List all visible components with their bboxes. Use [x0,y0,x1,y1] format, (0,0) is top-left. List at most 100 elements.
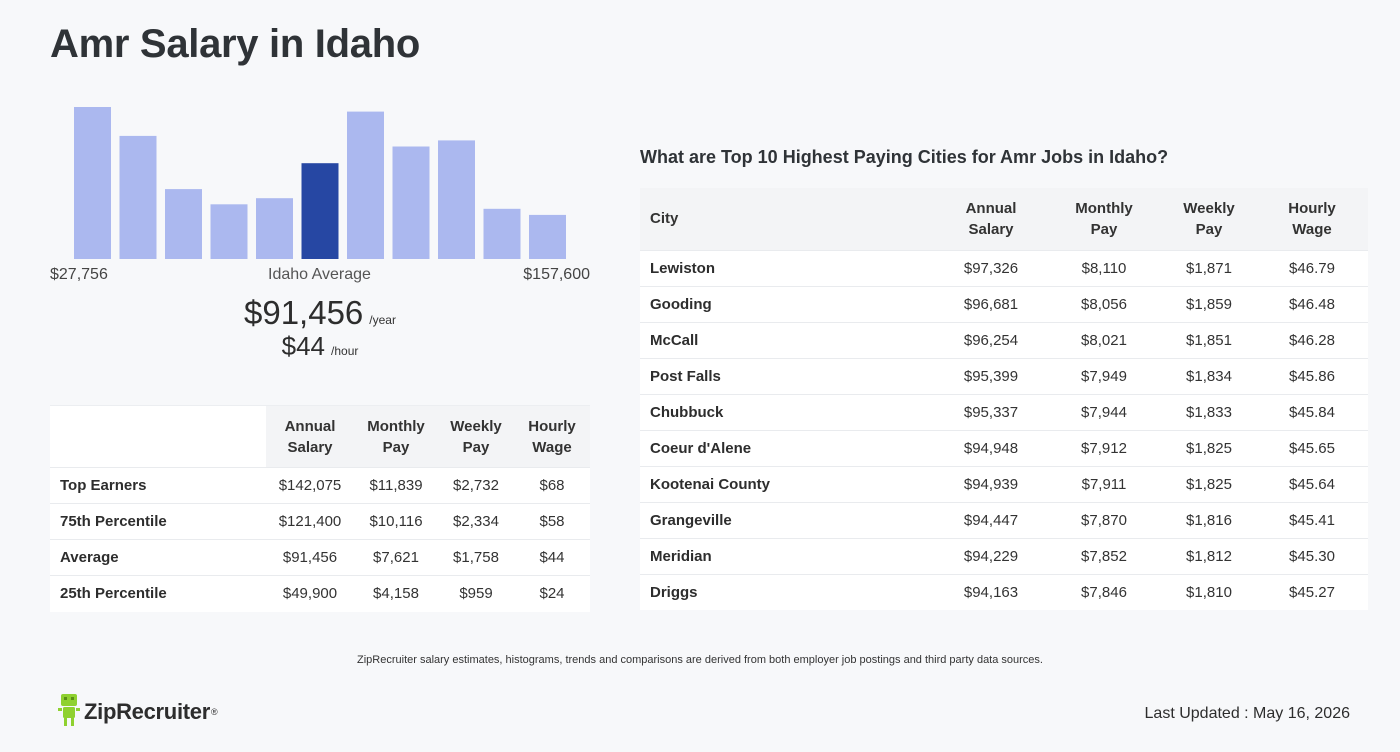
histogram-bar [483,208,521,259]
table-cell: $68 [514,467,590,504]
table-cell: $1,834 [1162,357,1256,394]
table-cell: $45.30 [1256,537,1368,574]
table-cell: $94,948 [936,429,1046,466]
table-cell: $45.64 [1256,465,1368,502]
histogram-bar [347,111,384,259]
table-cell: $24 [514,575,590,612]
histogram-bar [392,146,430,259]
table-cell: $45.41 [1256,501,1368,538]
table-cell: $97,326 [936,249,1046,286]
table-cell: $2,732 [438,467,514,504]
ziprecruiter-logo[interactable]: ZipRecruiter ® [58,693,218,732]
row-label: Top Earners [50,467,266,504]
ziprecruiter-mascot-icon [58,693,80,732]
table-cell: $10,116 [354,503,438,540]
row-label: Coeur d'Alene [640,429,936,466]
table-cell: $11,839 [354,467,438,504]
table-cell: $7,621 [354,539,438,576]
percentile-row: 75th Percentile $121,400 $10,116 $2,334 $58 [50,503,590,540]
top-cities-table: City Annual Salary Monthly Pay Weekly Pay H… [640,188,1368,610]
histogram-max-label: $157,600 [523,266,590,283]
city-row: Kootenai County $94,939 $7,911 $1,825 $45.64 [640,465,1368,502]
table-cell: $45.65 [1256,429,1368,466]
table-cell: $8,110 [1046,249,1162,286]
table-cell: $45.84 [1256,393,1368,430]
table-cell: $7,949 [1046,357,1162,394]
average-annual-salary: $91,456/year [0,294,640,332]
page-title: Amr Salary in Idaho [50,22,420,66]
hourly-wage-value: $44 [281,331,326,361]
table-cell: $46.28 [1256,321,1368,358]
row-label: Lewiston [640,249,936,286]
table-cell: $1,816 [1162,501,1256,538]
table-cell: $8,021 [1046,321,1162,358]
percentile-row: Top Earners $142,075 $11,839 $2,732 $68 [50,467,590,504]
cities-table-header: City Annual Salary Monthly Pay Weekly Pay H… [640,188,1368,250]
row-label: 75th Percentile [50,503,266,540]
row-label: Average [50,539,266,576]
histogram-bar [256,198,293,259]
table-cell: $1,871 [1162,249,1256,286]
header-monthly-pay: Monthly Pay [1046,188,1162,250]
header-annual-salary: Annual Salary [936,188,1046,250]
header-monthly-pay: Monthly Pay [354,405,438,468]
table-cell: $45.27 [1256,573,1368,610]
table-cell: $95,337 [936,393,1046,430]
cities-section-title: What are Top 10 Highest Paying Cities fo… [640,147,1169,167]
table-cell: $8,056 [1046,285,1162,322]
hourly-wage-unit: /hour [331,344,359,358]
header-hourly-wage: Hourly Wage [1256,188,1368,250]
table-cell: $1,810 [1162,573,1256,610]
city-row: Grangeville $94,447 $7,870 $1,816 $45.41 [640,501,1368,538]
table-cell: $1,851 [1162,321,1256,358]
table-cell: $44 [514,539,590,576]
city-row: Post Falls $95,399 $7,949 $1,834 $45.86 [640,357,1368,394]
table-cell: $121,400 [266,503,354,540]
histogram-bar [529,214,566,259]
percentile-row: 25th Percentile $49,900 $4,158 $959 $24 [50,575,590,612]
last-updated: Last Updated : May 16, 2026 [1144,705,1350,722]
header-annual-salary: Annual Salary [266,405,354,468]
row-label: McCall [640,321,936,358]
city-row: McCall $96,254 $8,021 $1,851 $46.28 [640,321,1368,358]
table-cell: $7,911 [1046,465,1162,502]
table-cell: $94,163 [936,573,1046,610]
histogram-bar [165,189,202,259]
table-cell: $58 [514,503,590,540]
histogram-bar-average [301,163,339,259]
table-cell: $2,334 [438,503,514,540]
percentile-table: Annual Salary Monthly Pay Weekly Pay Hourly… [50,405,590,612]
table-cell: $1,859 [1162,285,1256,322]
histogram-bar [210,204,248,259]
histogram-center-label: Idaho Average [268,266,371,283]
table-cell: $94,447 [936,501,1046,538]
table-cell: $7,846 [1046,573,1162,610]
city-row: Lewiston $97,326 $8,110 $1,871 $46.79 [640,249,1368,286]
table-cell: $1,825 [1162,465,1256,502]
table-cell: $1,758 [438,539,514,576]
header-hourly-wage: Hourly Wage [514,405,590,468]
histogram-bar [438,140,475,259]
table-cell: $94,939 [936,465,1046,502]
row-label: Post Falls [640,357,936,394]
table-cell: $1,825 [1162,429,1256,466]
table-cell: $7,852 [1046,537,1162,574]
city-row: Driggs $94,163 $7,846 $1,810 $45.27 [640,573,1368,610]
city-row: Meridian $94,229 $7,852 $1,812 $45.30 [640,537,1368,574]
header-city: City [640,188,936,250]
table-cell: $7,944 [1046,393,1162,430]
row-label: Driggs [640,573,936,610]
table-cell: $96,254 [936,321,1046,358]
table-cell: $7,912 [1046,429,1162,466]
table-cell: $95,399 [936,357,1046,394]
table-cell: $142,075 [266,467,354,504]
table-cell: $91,456 [266,539,354,576]
row-label: Kootenai County [640,465,936,502]
average-hourly-wage: $44/hour [0,331,640,362]
table-cell: $1,833 [1162,393,1256,430]
city-row: Chubbuck $95,337 $7,944 $1,833 $45.84 [640,393,1368,430]
histogram-min-label: $27,756 [50,266,108,283]
header-weekly-pay: Weekly Pay [438,405,514,468]
salary-histogram [50,100,590,260]
header-blank [50,405,266,468]
